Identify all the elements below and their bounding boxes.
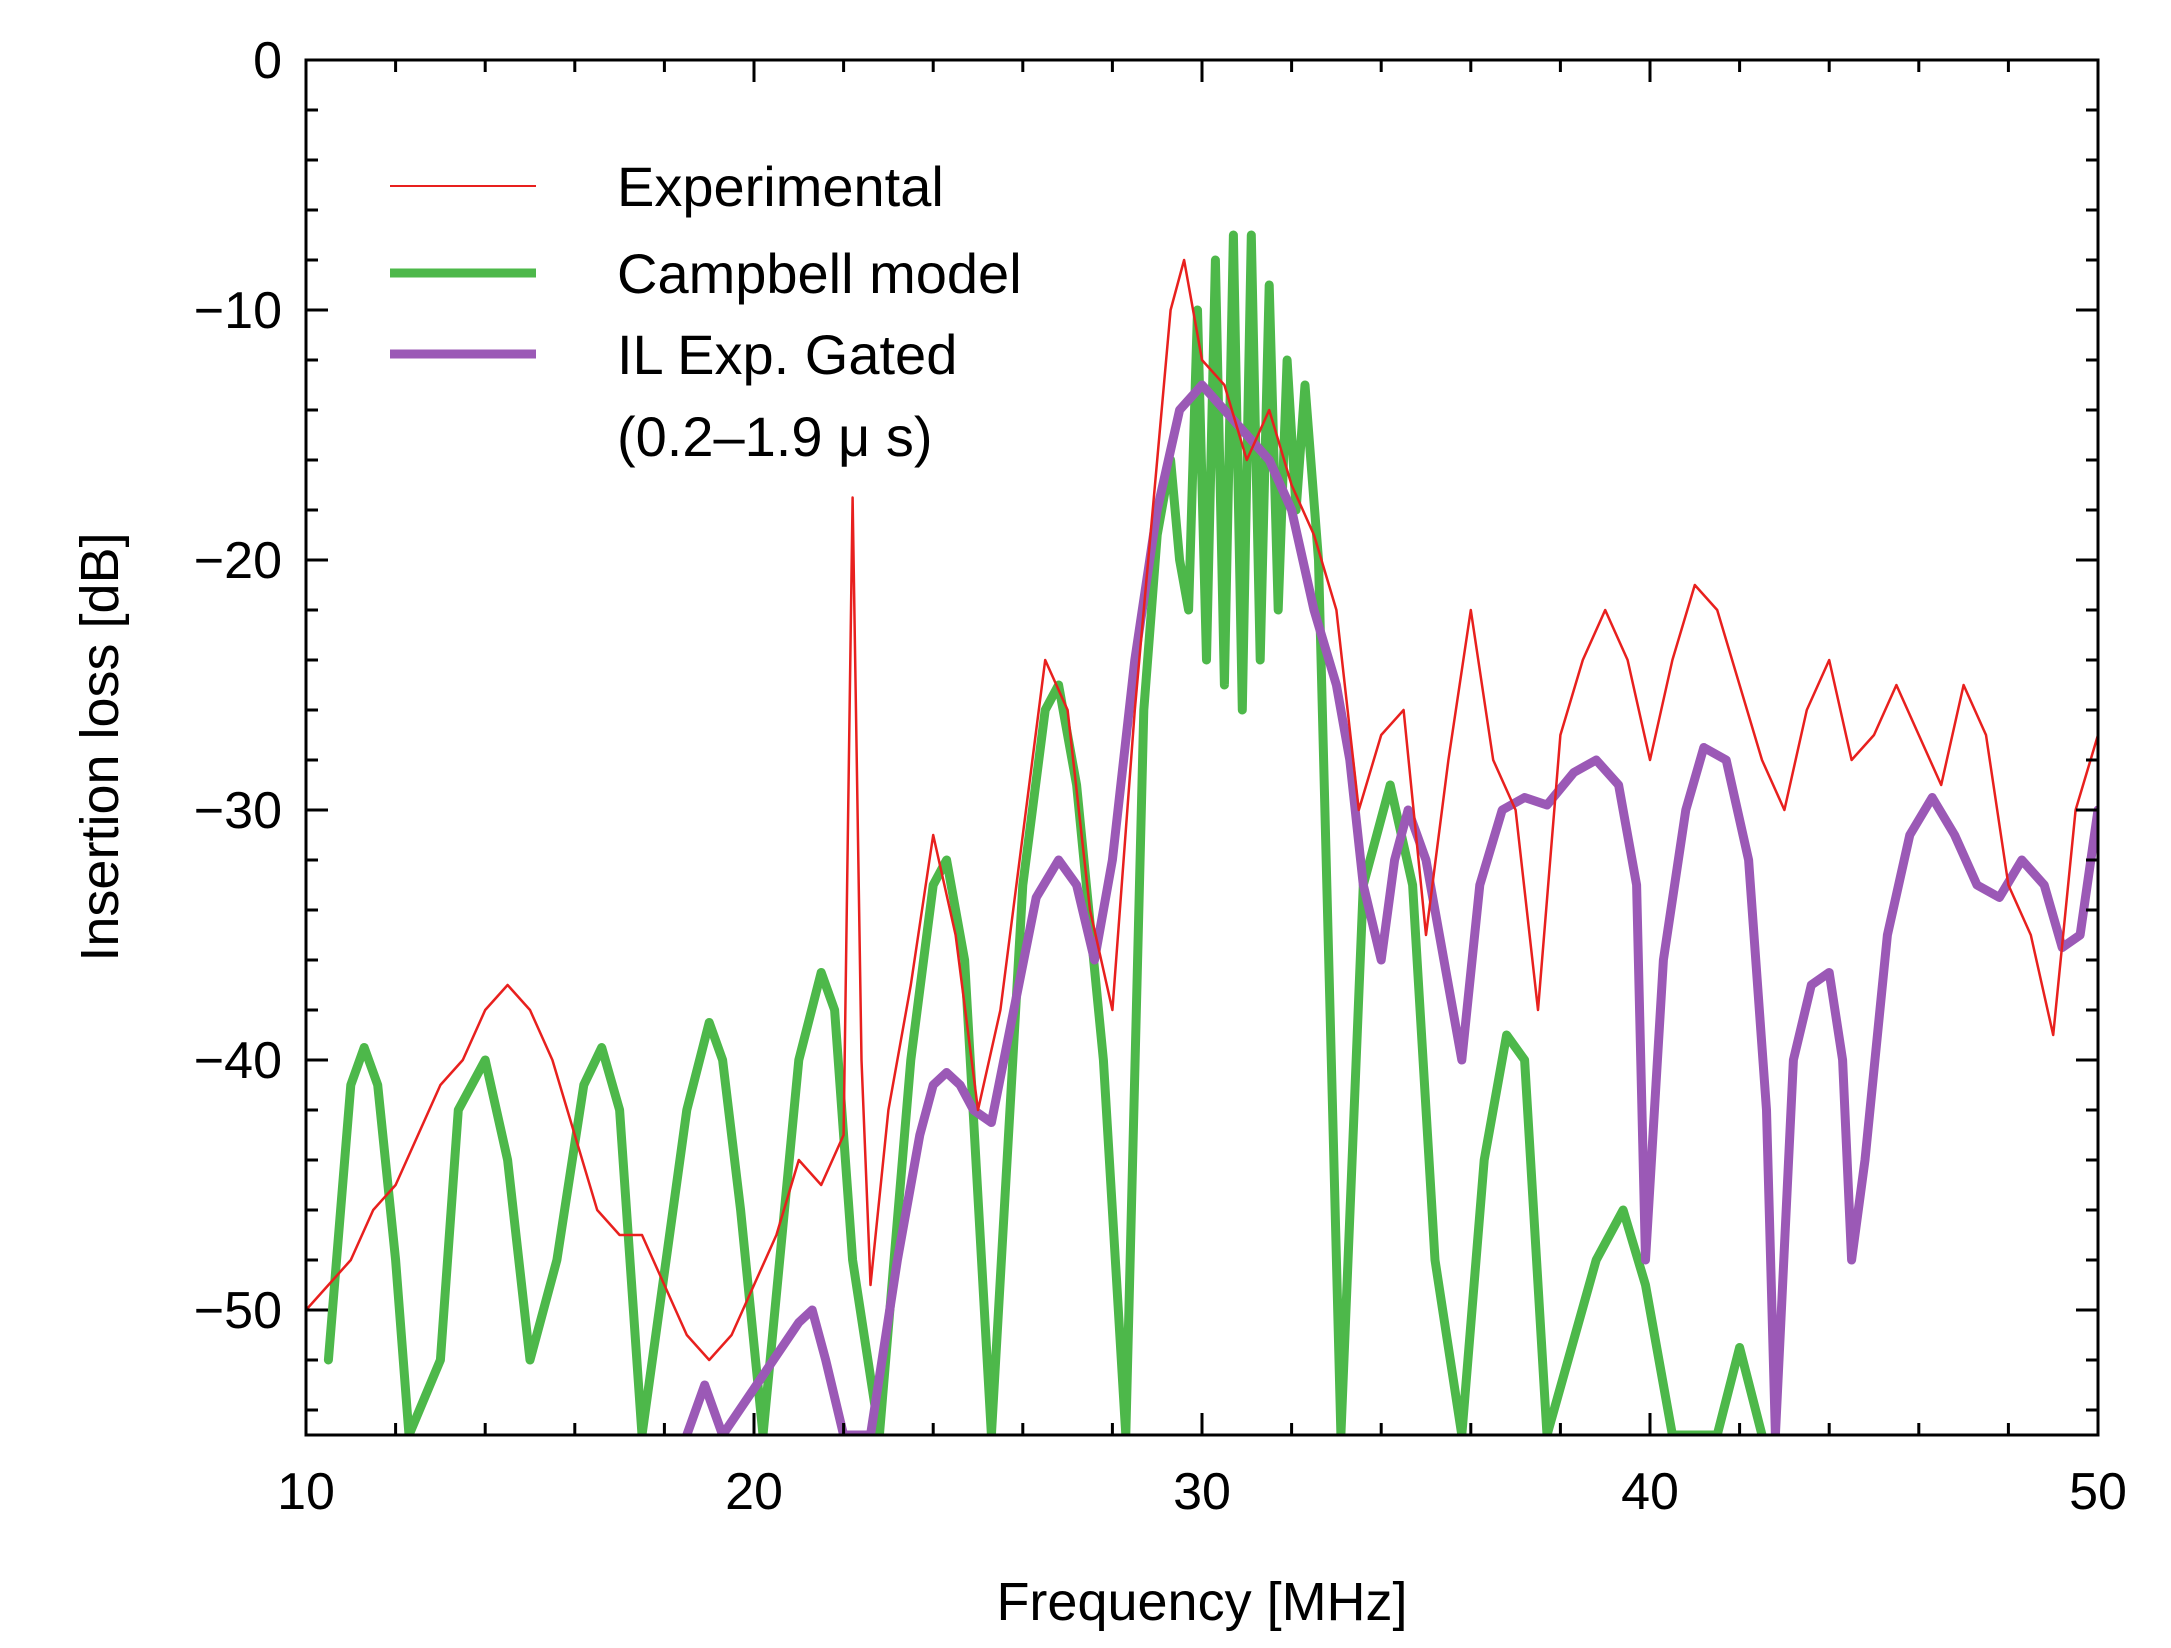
y-tick-label: −30 (194, 782, 282, 840)
y-tick-label: −20 (194, 532, 282, 590)
legend-label-campbell: Campbell model (617, 242, 1022, 305)
y-tick-label: −10 (194, 282, 282, 340)
x-tick-label: 10 (277, 1463, 335, 1521)
ticks-layer (304, 58, 2100, 1435)
y-tick-label: −50 (194, 1282, 282, 1340)
legend: Experimental Campbell model IL Exp. Gate… (390, 155, 1022, 468)
x-tick-label: 20 (725, 1463, 783, 1521)
x-tick-label: 40 (1621, 1463, 1679, 1521)
y-tick-label: −40 (194, 1032, 282, 1090)
y-axis-title: Insertion loss [dB] (70, 532, 130, 961)
series-layer (306, 230, 2098, 1435)
x-axis-title: Frequency [MHz] (996, 1572, 1407, 1632)
legend-label-experimental: Experimental (617, 155, 944, 218)
x-tick-labels: 10 20 30 40 50 (277, 1463, 2127, 1521)
x-tick-label: 30 (1173, 1463, 1231, 1521)
x-tick-label: 50 (2069, 1463, 2127, 1521)
series-line-experimental (306, 258, 2098, 1362)
y-tick-labels: 0 −10 −20 −30 −40 −50 (194, 32, 282, 1340)
series-line-campbell (323, 230, 1767, 1435)
y-tick-label: 0 (253, 32, 282, 90)
legend-note-gate-window: (0.2–1.9 μ s) (617, 405, 933, 468)
legend-label-gated: IL Exp. Gated (617, 323, 957, 386)
